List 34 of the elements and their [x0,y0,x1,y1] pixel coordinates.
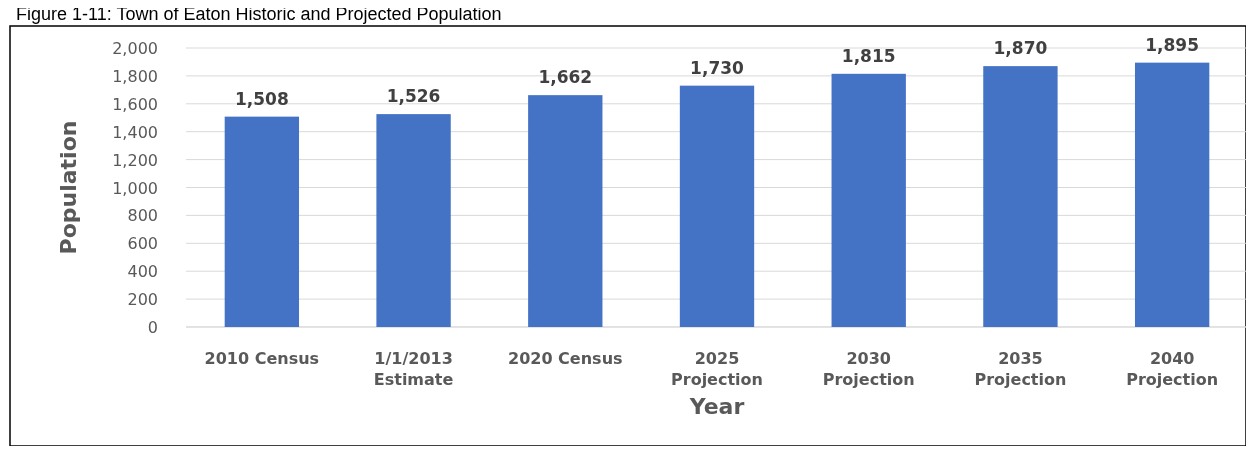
data-label: 1,815 [841,45,896,66]
x-tick-label: 2025 Projection [671,349,763,389]
y-tick-label: 1,400 [112,122,158,142]
y-tick-label: 1,800 [112,66,158,86]
y-tick-label: 1,000 [112,178,158,198]
data-label: 1,895 [1145,34,1200,55]
y-tick-label: 2,000 [112,39,158,58]
x-axis-title: Year [688,394,745,419]
y-axis-title: Population [56,120,81,255]
bar [679,85,755,327]
y-tick-label: 0 [147,318,158,337]
y-tick-label: 800 [127,206,158,226]
bar [1134,62,1210,327]
data-label: 1,662 [538,67,593,88]
data-label: 1,730 [690,57,745,78]
x-tick-label: 1/1/2013 Estimate [373,349,454,389]
x-tick-label: 2035 Projection [974,349,1067,389]
bar [376,114,451,327]
y-tick-label: 1,600 [112,94,158,114]
data-label: 1,526 [386,86,441,107]
x-tick-label: 2030 Projection [822,349,915,389]
y-tick-label: 1,200 [112,150,158,170]
x-tick-label: 2020 Census [508,349,623,368]
x-tick-label: 2040 Projection [1126,349,1219,389]
bar [983,66,1058,327]
data-label: 1,870 [993,38,1048,59]
data-label: 1,508 [234,88,289,109]
y-tick-label: 600 [127,234,158,254]
x-tick-label: 2010 Census [204,349,320,368]
bar [528,95,603,327]
bar [224,116,300,327]
bar [831,73,906,327]
y-tick-label: 400 [127,262,158,282]
y-tick-label: 200 [127,290,158,310]
